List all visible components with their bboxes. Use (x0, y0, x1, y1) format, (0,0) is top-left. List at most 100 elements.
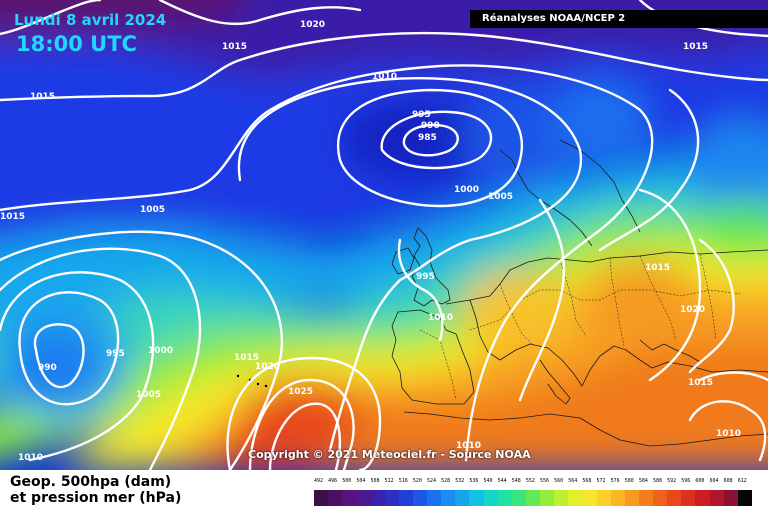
isobar-995-ring (380, 110, 493, 170)
isobar-1010-ne (598, 88, 700, 252)
isobar-1000-ring (337, 88, 523, 208)
scale-value-592: 592 (667, 478, 677, 484)
geopotential-field (0, 0, 768, 470)
copyright-notice: Copyright © 2021 Meteociel.fr - Source N… (248, 448, 531, 461)
scale-value-552: 552 (525, 478, 535, 484)
isobar-995-sw (18, 291, 120, 406)
isobar-1005 (237, 77, 583, 452)
coast-iberia (391, 309, 475, 405)
scale-value-536: 536 (469, 478, 479, 484)
isobar-1015-se (698, 371, 768, 382)
forecast-time: 18:00 UTC (16, 32, 137, 56)
scale-value-572: 572 (596, 478, 606, 484)
isobar-label-990-sw-low: 990 (38, 363, 57, 373)
scale-swatch-19 (582, 490, 597, 506)
scale-swatch-25 (667, 490, 682, 506)
isobar-labels: 1020 1015 1015 1010 1015 995 990 985 100… (0, 20, 741, 463)
scale-swatch-20 (596, 490, 611, 506)
scale-swatch-29 (723, 490, 738, 506)
isobar-1015-east (638, 188, 702, 382)
border-line-b (499, 283, 533, 345)
scale-swatch-12 (483, 490, 498, 506)
scale-value-564: 564 (568, 478, 578, 484)
isobar-1010 (0, 64, 654, 462)
isobar-1020-nw (0, 0, 102, 36)
scale-swatch-10 (455, 490, 470, 506)
coast-italy (539, 359, 571, 405)
isobar-label-1010-east-med: 1010 (716, 429, 741, 439)
isobar-label-1000-scotland: 1000 (454, 185, 479, 195)
island-dot (264, 384, 268, 388)
isobar-1020-north (158, 0, 362, 26)
source-banner: Réanalyses NOAA/NCEP 2 (470, 10, 768, 28)
scale-swatch-30 (737, 490, 752, 506)
isobar-label-1015-azores: 1015 (234, 353, 259, 363)
isobar-990-sw (33, 323, 85, 389)
scale-value-532: 532 (455, 478, 465, 484)
isobar-label-995-ireland: 995 (416, 272, 435, 282)
scale-value-524: 524 (427, 478, 437, 484)
scale-swatch-1 (328, 490, 343, 506)
scale-value-576: 576 (610, 478, 620, 484)
isobar-1015-central (518, 198, 566, 402)
scale-swatch-15 (525, 490, 540, 506)
scale-value-540: 540 (483, 478, 493, 484)
scale-value-516: 516 (398, 478, 408, 484)
scale-value-560: 560 (554, 478, 564, 484)
isobar-label-1015-nw: 1015 (222, 42, 247, 52)
scale-value-520: 520 (412, 478, 422, 484)
scale-value-580: 580 (624, 478, 634, 484)
isobar-label-1005-north-sea: 1005 (488, 192, 513, 202)
isobar-label-1005-atlantic: 1005 (140, 205, 165, 215)
isobar-label-1010-southwest-corner: 1010 (18, 453, 43, 463)
scale-swatch-4 (370, 490, 385, 506)
color-scale: 492 496 500 504 508 512 516 520 524 528 532 536 540 5… (314, 478, 752, 506)
scale-swatch-27 (695, 490, 710, 506)
scale-swatch-14 (511, 490, 526, 506)
scale-swatch-23 (638, 490, 653, 506)
isobar-1025-sw (268, 402, 342, 470)
scale-swatch-16 (540, 490, 555, 506)
scale-swatch-13 (497, 490, 512, 506)
scale-swatch-22 (624, 490, 639, 506)
scale-swatch-8 (427, 490, 442, 506)
coast-balkans (639, 339, 701, 363)
isobar-label-1025-azores: 1025 (288, 387, 313, 397)
isobar-1010-se (688, 400, 767, 462)
legend-subtitle: et pression mer (hPa) (10, 490, 182, 506)
scale-swatch-26 (681, 490, 696, 506)
isobar-1015-sw (226, 356, 382, 470)
isobar-1020-sw (248, 378, 355, 470)
color-scale-swatches (314, 490, 752, 506)
coast-north-africa (403, 411, 768, 447)
isobar-990-ring (402, 123, 459, 157)
border-line-e (639, 255, 677, 341)
scale-swatch-28 (709, 490, 724, 506)
scale-swatch-3 (356, 490, 371, 506)
isobar-1000-sw (0, 271, 155, 462)
scale-value-492: 492 (314, 478, 324, 484)
scale-value-528: 528 (441, 478, 451, 484)
scale-value-496: 496 (328, 478, 338, 484)
island-dot (236, 374, 240, 378)
isobar-label-1020-azores: 1020 (255, 362, 280, 372)
scale-value-600: 600 (695, 478, 705, 484)
color-scale-values: 492 496 500 504 508 512 516 520 524 528 532 536 540 5… (314, 478, 752, 488)
isobar-label-1010-biscay: 1010 (428, 313, 453, 323)
scale-swatch-0 (314, 490, 329, 506)
isobar-1005-sw (0, 247, 202, 470)
isobar-label-985-low: 985 (418, 133, 437, 143)
isobar-label-1020-balkans: 1020 (680, 305, 705, 315)
isobar-label-1015-turkey: 1015 (688, 378, 713, 388)
scale-value-500: 500 (342, 478, 352, 484)
isobar-label-1005-sw: 1005 (136, 390, 161, 400)
isobar-label-1010-north-africa: 1010 (456, 441, 481, 451)
scale-value-512: 512 (384, 478, 394, 484)
isobar-1020-east (688, 238, 735, 374)
isobar-1015-north (0, 31, 768, 102)
scale-value-544: 544 (497, 478, 507, 484)
scale-value-504: 504 (356, 478, 366, 484)
scale-swatch-7 (412, 490, 427, 506)
scale-swatch-5 (384, 490, 399, 506)
